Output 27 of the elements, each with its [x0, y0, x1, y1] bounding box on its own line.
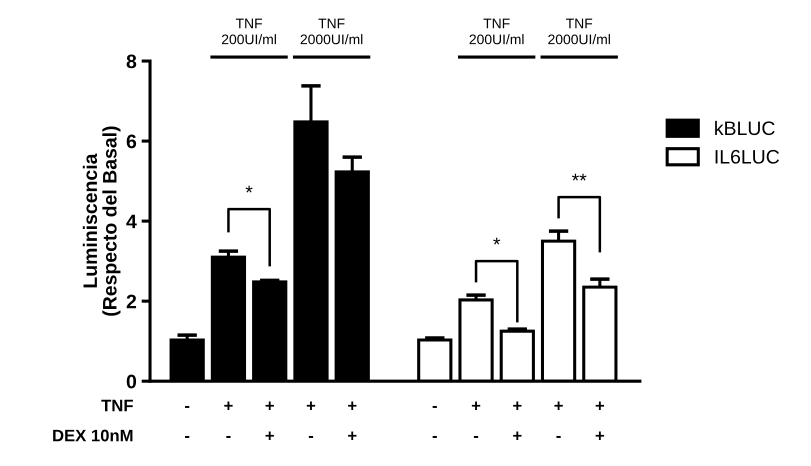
y-tick-label: 2 [126, 294, 136, 308]
y-tick-label: 0 [126, 374, 136, 388]
text: TNF 200UI/ml [470, 18, 524, 44]
category-label: + - [472, 402, 480, 438]
text: TNF 2000UI/ml [300, 18, 362, 44]
text: TNF 2000UI/ml [548, 18, 610, 44]
category-label: + + [596, 402, 604, 440]
category-label: + + [513, 402, 522, 440]
category-label: + + [348, 402, 356, 440]
annotation: * [493, 238, 500, 245]
category-label: + - [554, 402, 563, 438]
y-tick-label: 6 [126, 134, 136, 148]
y-tick-label: 8 [126, 54, 136, 68]
category-label: + - [306, 402, 316, 438]
category-label: + + [266, 402, 274, 440]
annotation: ** [572, 174, 586, 181]
text: TNF [101, 400, 133, 412]
text: DEX 10nM [53, 430, 132, 442]
category-label: - - [185, 406, 190, 438]
category-label: - - [432, 406, 437, 438]
legend-label: IL6LUC [716, 150, 780, 164]
y-tick-label: 4 [126, 214, 137, 228]
category-label: + - [224, 402, 233, 438]
text: TNF 200UI/ml [222, 18, 276, 44]
y-axis-title: Luminiscencia (Respecto del Basal) [82, 126, 120, 316]
legend-label: kBLUC [715, 120, 775, 136]
annotation: * [246, 186, 253, 193]
